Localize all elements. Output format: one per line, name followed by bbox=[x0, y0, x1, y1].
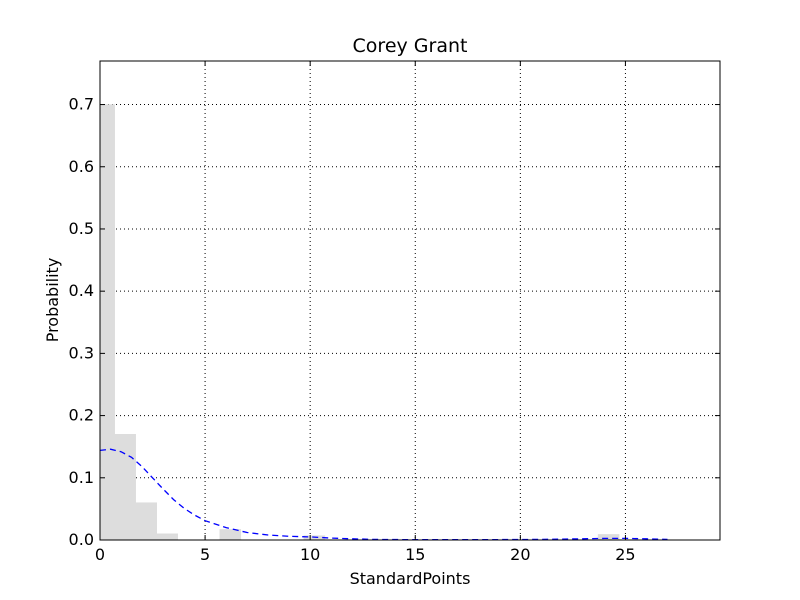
histogram-bar bbox=[597, 534, 620, 541]
axis-ticks: 0 5 10 15 20 25 0.0 0.1 0.2 0.3 0.4 0.5 0.6 0.7 bbox=[69, 61, 720, 564]
x-axis-label: StandardPoints bbox=[350, 569, 471, 588]
y-axis-label: Probability bbox=[43, 258, 62, 343]
y-tick-label: 0.1 bbox=[69, 468, 94, 487]
histogram-bar bbox=[135, 502, 157, 541]
y-tick-label: 0.4 bbox=[69, 281, 94, 300]
histogram-bar bbox=[99, 104, 115, 541]
histogram-bar bbox=[219, 529, 242, 541]
y-tick-label: 0.6 bbox=[69, 157, 94, 176]
plot-frame bbox=[99, 60, 721, 541]
x-tick-label: 25 bbox=[615, 545, 635, 564]
y-tick-label: 0.3 bbox=[69, 343, 94, 362]
y-tick-label: 0.7 bbox=[69, 95, 94, 114]
x-tick-label: 15 bbox=[405, 545, 425, 564]
grid bbox=[100, 61, 720, 540]
y-tick-label: 0.2 bbox=[69, 406, 94, 425]
x-tick-label: 0 bbox=[95, 545, 105, 564]
x-tick-label: 20 bbox=[510, 545, 530, 564]
histogram-bar bbox=[156, 533, 179, 541]
y-tick-label: 0.5 bbox=[69, 219, 94, 238]
y-tick-label: 0.0 bbox=[69, 530, 94, 549]
x-tick-label: 5 bbox=[200, 545, 210, 564]
x-tick-label: 10 bbox=[300, 545, 320, 564]
chart-title: Corey Grant bbox=[353, 35, 468, 57]
histogram-bar bbox=[114, 433, 136, 541]
